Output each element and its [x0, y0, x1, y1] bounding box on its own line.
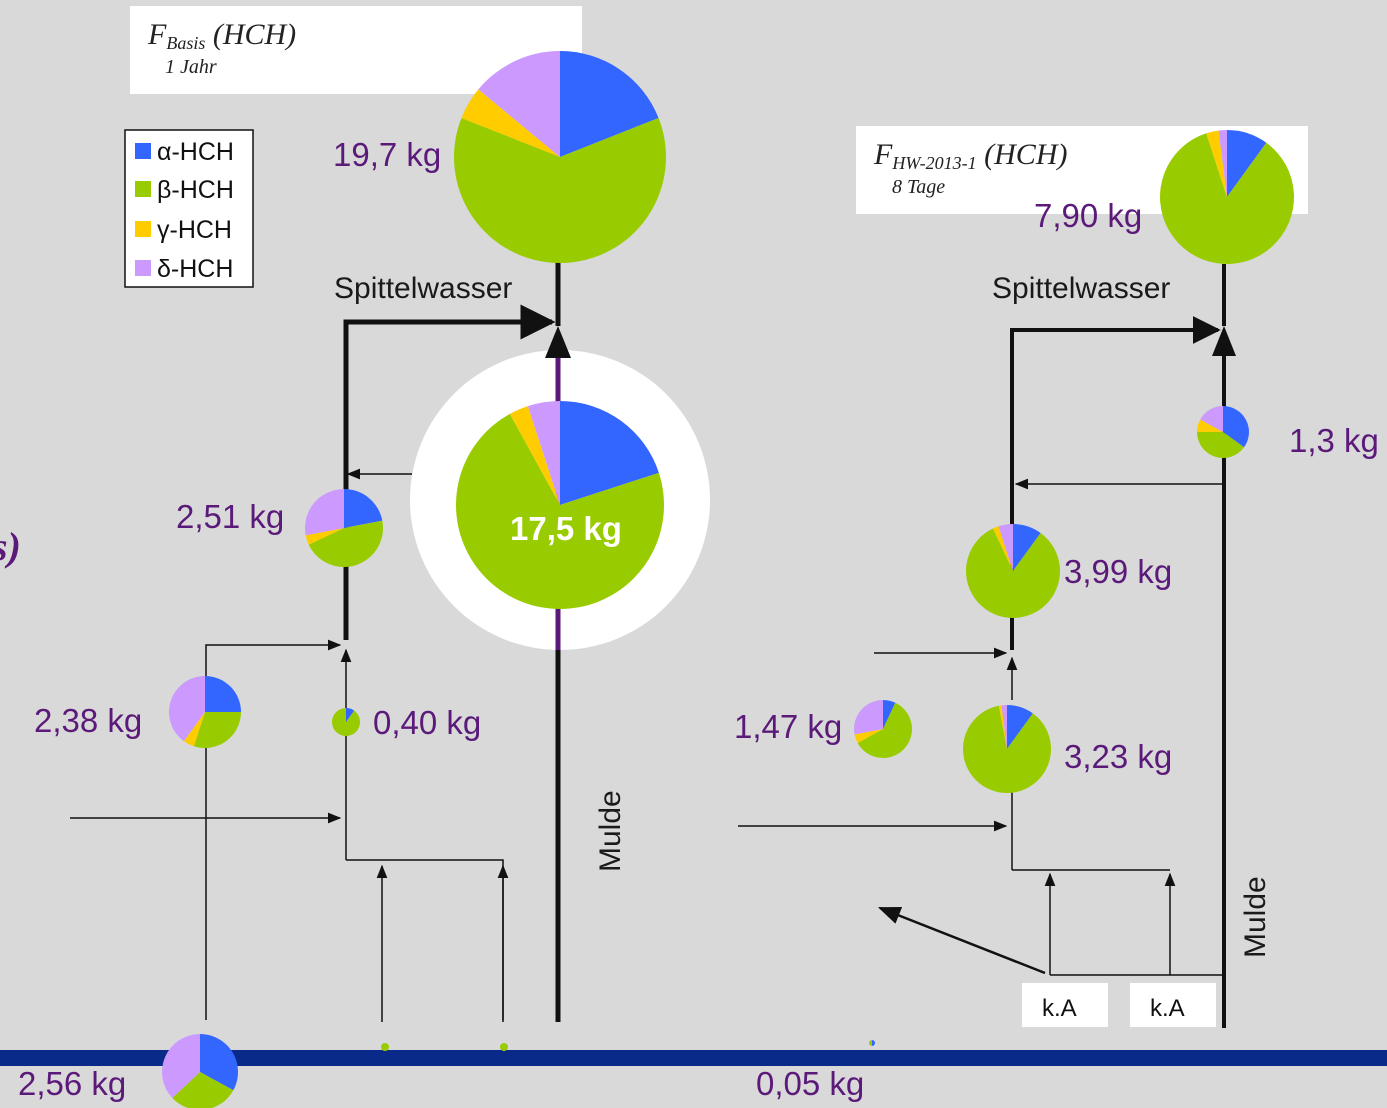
pie-slice-right-mulde-delta	[1200, 406, 1223, 432]
pie-slice-right-lower-delta	[1001, 705, 1007, 749]
cut-off-text: s)	[0, 524, 21, 569]
pie-label-right-mulde: 1,3 kg	[1289, 422, 1379, 459]
pie-slice-left-mid-gamma	[183, 712, 205, 747]
pie-slice-left-mid-beta	[193, 712, 241, 748]
pie-label-left-mulde: 17,5 kg	[510, 510, 622, 547]
pie-slice-right-upper-beta	[966, 528, 1060, 619]
pie-left-upper	[305, 489, 383, 567]
legend-swatch-beta	[135, 181, 151, 197]
pie-label-right-outlet: 7,90 kg	[1034, 197, 1142, 234]
legend-swatch-delta	[135, 260, 151, 276]
pie-slice-right-lower-beta	[963, 705, 1051, 794]
left-period: 1 Jahr	[165, 56, 217, 78]
left-stream-label: Spittelwasser	[334, 272, 512, 305]
tiny-marker-2	[500, 1043, 508, 1051]
legend-label-alpha: α-HCH	[157, 138, 234, 166]
pie-slice-bottom-left-alpha	[200, 1034, 238, 1091]
ka-box-2	[1130, 983, 1216, 1027]
pie-label-right-side: 1,47 kg	[734, 708, 842, 745]
pie-slice-right-upper-gamma	[992, 526, 1013, 571]
pie-left-outlet	[454, 50, 666, 263]
pie-slice-left-mulde-alpha	[560, 401, 659, 505]
pie-label-right-upper: 3,99 kg	[1064, 553, 1172, 590]
pie-right-upper	[966, 524, 1060, 619]
right-river-label: Mulde	[1239, 876, 1272, 958]
pie-slice-left-mid-alpha	[205, 676, 241, 712]
ka-label-2: k.A	[1150, 995, 1185, 1022]
pie-label-left-outlet: 19,7 kg	[333, 136, 441, 173]
pie-slice-left-mulde-gamma	[509, 406, 560, 505]
right-stream-label: Spittelwasser	[992, 272, 1170, 305]
pie-slice-right-side-alpha	[883, 700, 896, 729]
pie-slice-right-side-beta	[857, 702, 912, 758]
pie-right-mulde	[1197, 406, 1249, 459]
right-diagonal-arrow	[877, 906, 1046, 975]
right-title: FHW-2013-1 (HCH)	[873, 138, 1067, 173]
pie-slice-bottom-left-delta	[161, 1034, 200, 1099]
tributary-left	[205, 639, 342, 1020]
legend-swatch-alpha	[135, 143, 151, 159]
pie-slice-left-small-beta	[332, 708, 360, 737]
pie-right-side	[853, 700, 912, 758]
right-period: 8 Tage	[892, 176, 945, 198]
pie-slice-right-side-delta	[853, 700, 883, 735]
pie-slice-left-mid-delta	[168, 676, 205, 742]
pie-slice-right-lower-alpha	[1007, 705, 1033, 749]
pie-slice-right-mulde-gamma	[1197, 419, 1223, 432]
legend-swatch-gamma	[135, 221, 151, 237]
pie-right-outlet	[1159, 130, 1294, 265]
pie-slice-right-side-gamma	[854, 729, 883, 743]
pie-left-mulde	[456, 401, 664, 609]
pie-slice-right-outlet-delta	[1218, 130, 1227, 197]
pie-label-left-mid: 2,38 kg	[34, 702, 142, 739]
left-river-label: Mulde	[594, 790, 627, 872]
pie-slice-right-upper-delta	[998, 524, 1013, 571]
pie-label-left-small: 0,40 kg	[373, 704, 481, 741]
pie-slice-left-outlet-gamma	[461, 89, 560, 157]
pie-slice-right-mulde-beta	[1197, 432, 1245, 459]
legend-label-gamma: γ-HCH	[157, 216, 232, 244]
pie-slice-left-upper-alpha	[344, 489, 383, 528]
pie-slice-left-mulde-delta	[527, 401, 560, 505]
pie-slice-left-upper-delta	[305, 489, 344, 536]
pie-slice-left-small-alpha	[346, 708, 355, 722]
pie-bottom-right	[869, 1040, 875, 1046]
pie-left-mid	[168, 676, 241, 748]
ka-label-1: k.A	[1042, 995, 1077, 1022]
legend-label-delta: δ-HCH	[157, 255, 233, 283]
legend-label-beta: β-HCH	[157, 176, 234, 204]
pie-slice-left-mulde-beta	[456, 413, 664, 609]
pie-slice-left-outlet-beta	[454, 117, 666, 263]
tiny-marker-1	[381, 1043, 389, 1051]
pie-slice-right-upper-alpha	[1013, 524, 1041, 571]
ka-box-1	[1022, 983, 1108, 1027]
pie-slice-right-outlet-gamma	[1206, 130, 1227, 197]
pie-slice-bottom-right-alpha	[872, 1040, 875, 1046]
mulde-arrowhead	[545, 326, 571, 358]
pie-slice-right-outlet-alpha	[1227, 130, 1267, 197]
pie-right-lower	[963, 705, 1051, 794]
pie-label-bottom-left: 2,56 kg	[18, 1065, 126, 1102]
pie-slice-right-outlet-beta	[1159, 133, 1294, 265]
legend: α-HCH β-HCH γ-HCH δ-HCH	[124, 129, 254, 288]
pie-slice-left-upper-beta	[308, 520, 383, 567]
pie-label-bottom-right: 0,05 kg	[756, 1065, 864, 1102]
pie-slice-right-mulde-alpha	[1223, 406, 1249, 448]
pie-slice-left-outlet-delta	[478, 50, 560, 157]
pie-left-small	[332, 708, 360, 737]
pie-slice-bottom-right-beta	[869, 1040, 872, 1046]
main-river-band	[0, 1050, 1387, 1066]
pie-charts	[161, 50, 1294, 1108]
pie-slice-right-lower-gamma	[998, 705, 1007, 749]
pie-label-right-lower: 3,23 kg	[1064, 738, 1172, 775]
left-title: FBasis (HCH)	[147, 18, 296, 53]
pie-slice-left-upper-gamma	[305, 528, 344, 545]
pie-bottom-left	[161, 1034, 238, 1108]
pie-label-left-upper: 2,51 kg	[176, 498, 284, 535]
right-mulde-arrowhead	[1212, 326, 1236, 356]
pie-slice-bottom-left-beta	[172, 1072, 234, 1108]
pie-slice-left-outlet-alpha	[560, 51, 659, 157]
tributary-base	[346, 859, 504, 1020]
